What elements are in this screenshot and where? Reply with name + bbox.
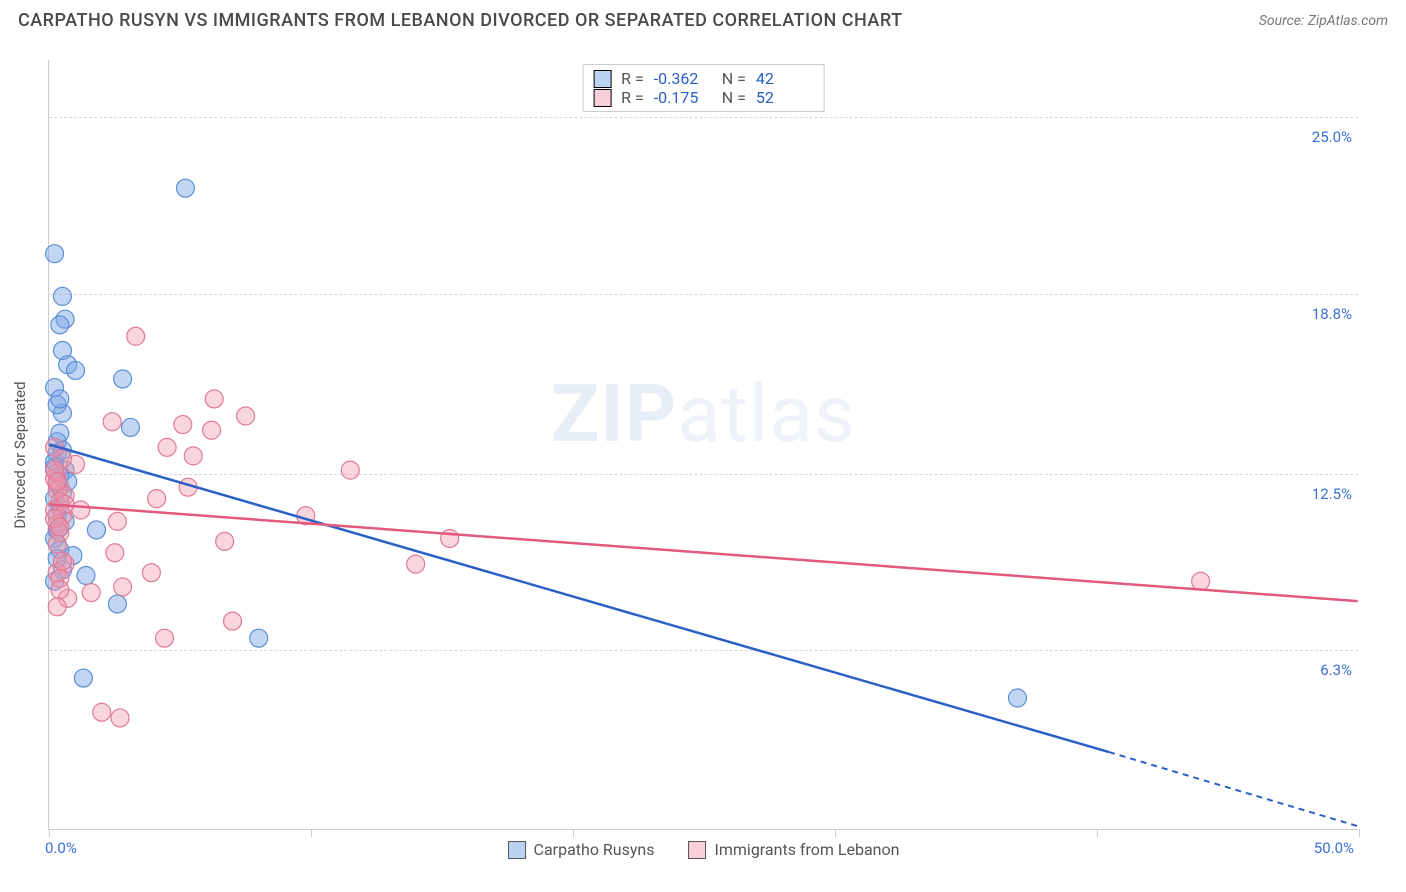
data-point — [142, 564, 160, 582]
legend-swatch-blue-icon — [508, 841, 526, 859]
data-point — [176, 179, 194, 197]
data-point — [67, 361, 85, 379]
scatter-svg — [49, 60, 1358, 829]
data-point — [121, 418, 139, 436]
data-point — [48, 473, 66, 491]
stat-row-blue: R = -0.362 N = 42 — [593, 69, 814, 88]
stat-n-label: N = — [722, 69, 746, 88]
legend-item-pink: Immigrants from Lebanon — [689, 840, 900, 859]
data-point — [111, 709, 129, 727]
stat-r-pink: -0.175 — [654, 88, 712, 107]
data-point — [184, 447, 202, 465]
x-axis-max-label: 50.0% — [1314, 839, 1354, 857]
stat-row-pink: R = -0.175 N = 52 — [593, 88, 814, 107]
stat-n-blue: 42 — [756, 69, 814, 88]
data-point — [108, 595, 126, 613]
stat-n-label: N = — [722, 88, 746, 107]
x-tick — [835, 829, 836, 837]
data-point — [148, 490, 166, 508]
data-point — [93, 703, 111, 721]
legend: Carpatho Rusyns Immigrants from Lebanon — [508, 840, 900, 859]
stat-r-blue: -0.362 — [654, 69, 712, 88]
data-point — [441, 530, 459, 548]
x-tick — [573, 829, 574, 837]
data-point — [53, 552, 71, 570]
data-point — [108, 512, 126, 530]
data-point — [51, 581, 69, 599]
legend-swatch-pink-icon — [689, 841, 707, 859]
legend-item-blue: Carpatho Rusyns — [508, 840, 655, 859]
data-point — [114, 370, 132, 388]
data-point — [87, 521, 105, 539]
stat-r-label: R = — [621, 69, 644, 88]
data-point — [341, 461, 359, 479]
stat-r-label: R = — [621, 88, 644, 107]
data-point — [250, 629, 268, 647]
y-axis-title: Divorced or Separated — [11, 381, 29, 528]
data-point — [51, 518, 69, 536]
data-point — [46, 245, 64, 263]
stat-n-pink: 52 — [756, 88, 814, 107]
x-tick — [49, 829, 50, 837]
x-axis-min-label: 0.0% — [45, 839, 77, 857]
data-point — [51, 316, 69, 334]
data-point — [1192, 572, 1210, 590]
correlation-stats-box: R = -0.362 N = 42 R = -0.175 N = 52 — [582, 64, 825, 112]
data-point — [74, 669, 92, 687]
data-point — [72, 501, 90, 519]
data-point — [53, 342, 71, 360]
data-point — [203, 421, 221, 439]
data-point — [53, 287, 71, 305]
data-point — [407, 555, 425, 573]
data-point — [216, 532, 234, 550]
swatch-blue-icon — [593, 70, 611, 88]
regression-line-extrapolated — [1109, 752, 1358, 826]
data-point — [106, 544, 124, 562]
data-point — [224, 612, 242, 630]
data-point — [51, 390, 69, 408]
data-point — [127, 327, 145, 345]
data-point — [237, 407, 255, 425]
source-label: Source: ZipAtlas.com — [1259, 13, 1388, 29]
data-point — [48, 598, 66, 616]
regression-line — [49, 504, 1357, 601]
data-point — [174, 416, 192, 434]
data-point — [103, 413, 121, 431]
chart-plot-area: ZIPatlas 6.3%12.5%18.8%25.0% R = -0.362 … — [48, 60, 1358, 830]
data-point — [77, 567, 95, 585]
x-tick — [311, 829, 312, 837]
x-tick — [1359, 829, 1360, 837]
legend-label-blue: Carpatho Rusyns — [534, 840, 655, 859]
data-point — [205, 390, 223, 408]
chart-title: CARPATHO RUSYN VS IMMIGRANTS FROM LEBANO… — [18, 10, 903, 31]
data-point — [158, 438, 176, 456]
x-tick — [1097, 829, 1098, 837]
legend-label-pink: Immigrants from Lebanon — [715, 840, 900, 859]
swatch-pink-icon — [593, 89, 611, 107]
data-point — [114, 578, 132, 596]
regression-line — [49, 445, 1109, 753]
data-point — [48, 535, 66, 553]
data-point — [155, 629, 173, 647]
data-point — [82, 584, 100, 602]
data-point — [1009, 689, 1027, 707]
